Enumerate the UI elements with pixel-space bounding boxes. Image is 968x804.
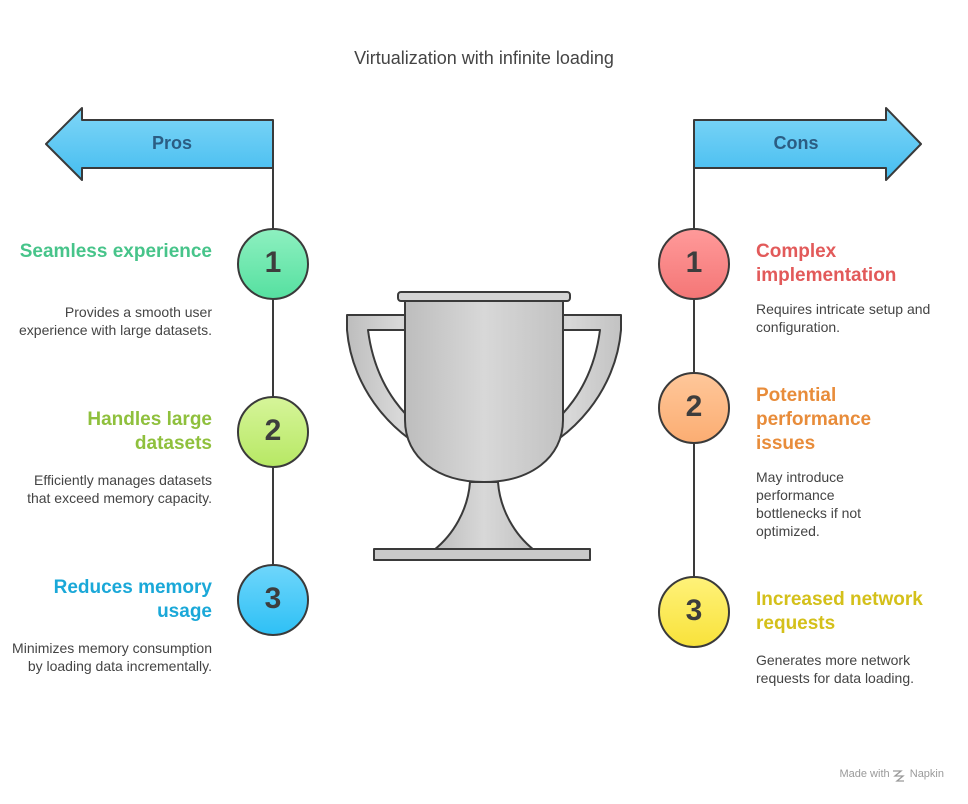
pro-circle-1 [237,228,309,300]
con-heading-1: Complex implementation [756,241,897,286]
pro-number-3: 3 [264,582,282,615]
pro-description-1: Provides a smooth user experience with l… [19,304,212,338]
footer-brand: Napkin [909,768,944,780]
con-circle-3 [658,576,730,648]
right-arrow-icon [693,107,922,181]
con-number-2: 2 [685,390,703,423]
footer-attribution: Made with Napkin [839,768,944,780]
footer-made-with: Made with [839,768,890,780]
pro-description-3: Minimizes memory consumption by loading … [12,640,212,674]
con-description-1: Requires intricate setup and configurati… [756,301,931,335]
cons-label: Cons [773,133,819,153]
con-description-2: May introduce performance bottlenecks if… [756,469,862,539]
pro-heading-1: Seamless experience [19,241,212,262]
pro-number-2: 2 [264,414,282,447]
pro-heading-2: Handles large datasets [87,409,212,454]
con-number-3: 3 [685,594,703,627]
con-circle-1 [658,228,730,300]
con-description-3: Generates more network requests for data… [756,652,914,686]
pro-circle-3 [237,564,309,636]
pro-circle-2 [237,396,309,468]
con-number-1: 1 [685,246,703,279]
pros-label: Pros [151,133,193,153]
napkin-icon [893,770,905,782]
pro-description-2: Efficiently manages datasets that exceed… [27,472,212,506]
con-heading-3: Increased network requests [756,589,923,634]
con-heading-2: Potential performance issues [756,385,872,454]
trophy-icon [346,291,622,561]
pro-number-1: 1 [264,246,282,279]
left-arrow-icon [45,107,274,181]
con-circle-2 [658,372,730,444]
page-title: Virtualization with infinite loading [354,48,614,68]
pro-heading-3: Reduces memory usage [53,577,212,622]
